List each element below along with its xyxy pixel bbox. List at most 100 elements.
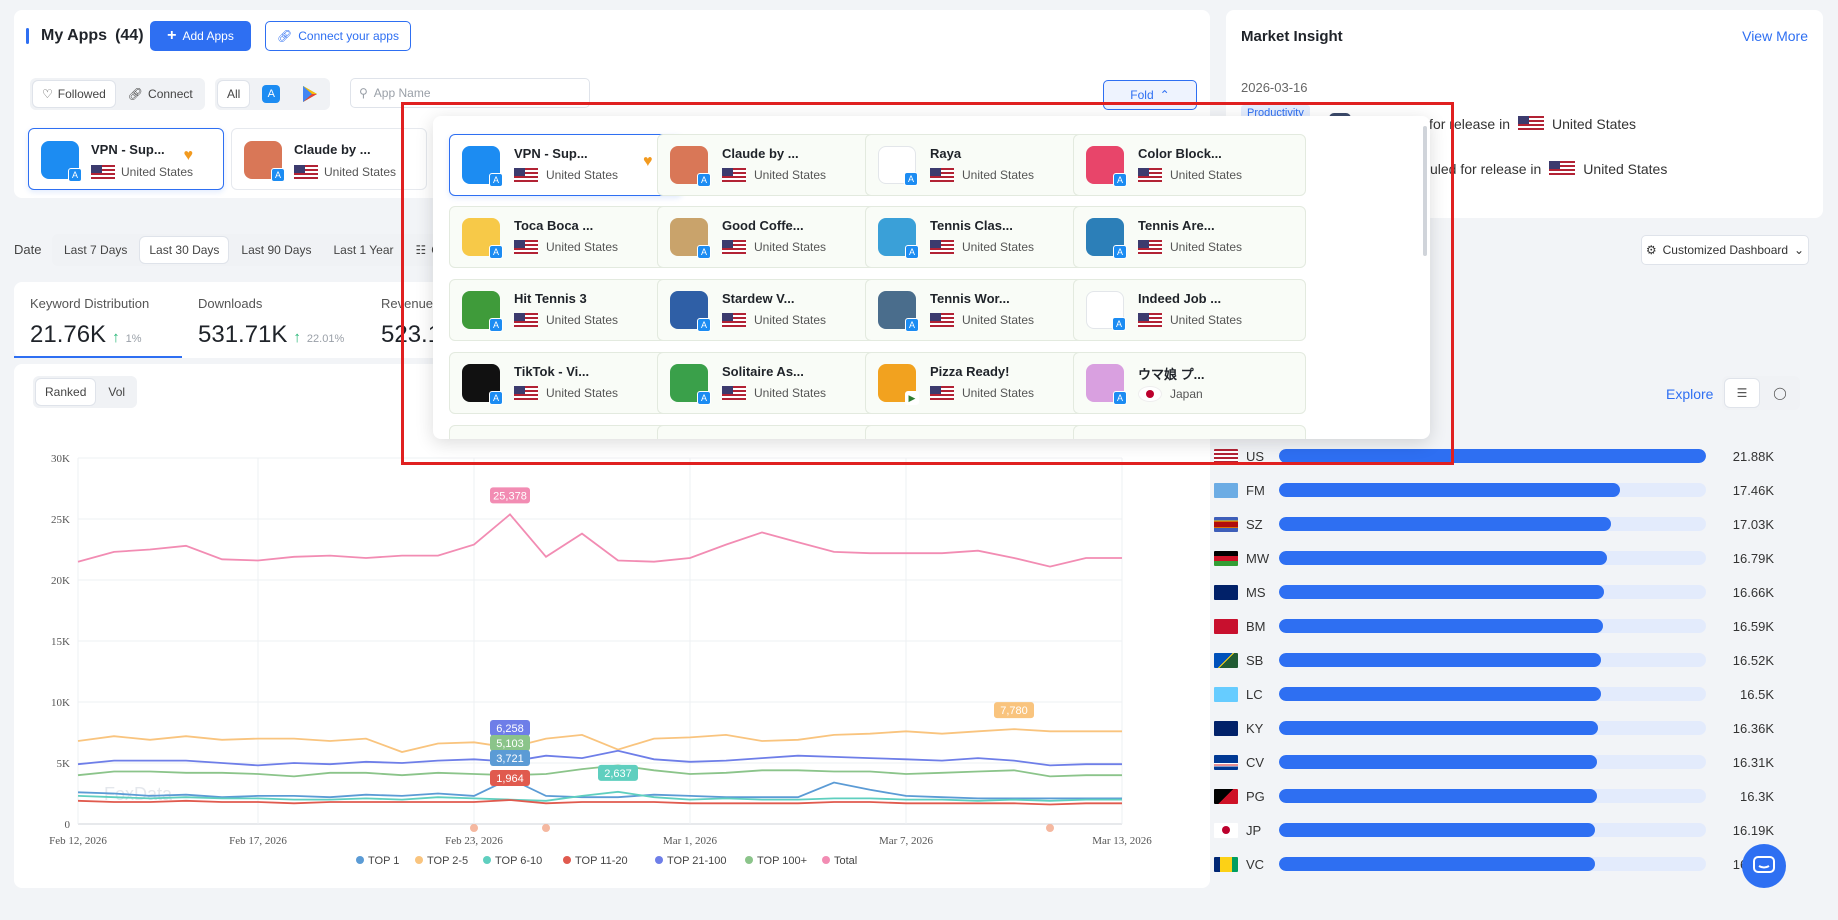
metric-value: 21.76K — [30, 321, 107, 348]
us-flag-icon — [514, 313, 538, 327]
dropdown-app-card[interactable]: A Raya United States — [865, 134, 1098, 196]
customized-dashboard-label: Customized Dashboard — [1662, 243, 1789, 257]
date-option[interactable]: Last 90 Days — [241, 243, 312, 257]
dropdown-app-card[interactable]: A Hit Tennis 3 United States — [449, 279, 682, 341]
country-row[interactable]: FM 17.46K — [1214, 481, 1774, 499]
dropdown-app-card[interactable]: A Color Block... United States — [1073, 134, 1306, 196]
country-row[interactable]: MW 16.79K — [1214, 549, 1774, 567]
platform-google-play[interactable] — [293, 81, 327, 107]
country-row[interactable]: SB 16.52K — [1214, 651, 1774, 669]
metric-label: Revenue — [381, 296, 434, 311]
insight-item[interactable]: uled for release in United States — [1430, 161, 1667, 177]
filter-followed[interactable]: ♡ Followed — [33, 81, 115, 107]
dropdown-scrollbar[interactable] — [1423, 126, 1427, 256]
fold-button[interactable]: Fold ⌃ — [1103, 80, 1197, 110]
platform-app-store[interactable]: A — [253, 81, 289, 107]
metric-revenue[interactable]: Revenue 523.1 — [365, 282, 533, 358]
date-option[interactable]: Last 1 Year — [333, 243, 394, 257]
country-value: 17.46K — [1732, 482, 1774, 498]
country-bar — [1279, 449, 1706, 463]
customized-dashboard-button[interactable]: ⚙ Customized Dashboard ⌄ — [1641, 235, 1809, 265]
vol-tab[interactable]: Vol — [108, 385, 126, 399]
country-code: BM — [1246, 618, 1266, 634]
country-value: 16.36K — [1732, 720, 1774, 736]
legend-marker — [483, 856, 491, 864]
us-flag-icon — [1138, 313, 1162, 327]
country-bar-track — [1279, 789, 1706, 803]
filter-connect[interactable]: 🔗︎ Connect — [119, 81, 202, 107]
connect-apps-button[interactable]: 🔗︎ Connect your apps — [265, 21, 411, 51]
metric-downloads[interactable]: Downloads 531.71K ↑ 22.01% — [182, 282, 372, 358]
app-country: United States — [514, 386, 618, 400]
value-badge — [994, 702, 1034, 719]
dropdown-app-card[interactable]: A Claude by ... United States — [657, 134, 890, 196]
country-bar — [1279, 551, 1607, 565]
app-card[interactable]: A Claude by ... United States — [231, 128, 427, 190]
platform-all[interactable]: All — [218, 81, 250, 107]
dropdown-app-card[interactable]: A Toca Boca ... United States — [449, 206, 682, 268]
dropdown-app-card[interactable] — [449, 425, 682, 439]
list-view-icon[interactable]: ☰ — [1725, 379, 1759, 407]
jp-flag-icon — [1138, 386, 1162, 402]
country-code: PG — [1246, 788, 1265, 804]
sb-flag-icon — [1214, 652, 1238, 668]
country-bar — [1279, 721, 1599, 735]
dropdown-app-card[interactable]: A TikTok - Vi... United States — [449, 352, 682, 414]
chat-support-button[interactable] — [1742, 844, 1786, 888]
dropdown-app-card[interactable]: A Tennis Are... United States — [1073, 206, 1306, 268]
dropdown-app-card[interactable] — [657, 425, 890, 439]
legend-marker — [822, 856, 830, 864]
date-option[interactable]: Last 7 Days — [64, 243, 128, 257]
y-tick-label: 10K — [51, 697, 70, 709]
dropdown-app-card[interactable] — [865, 425, 1098, 439]
metric-keyword-distribution[interactable]: Keyword Distribution 21.76K ↑ 1% — [14, 282, 182, 358]
dropdown-app-card[interactable]: A Tennis Wor... United States — [865, 279, 1098, 341]
favorite-heart-icon[interactable]: ♥ — [183, 147, 194, 164]
value-badge — [490, 770, 530, 786]
country-row[interactable]: LC 16.5K — [1214, 685, 1774, 703]
country-row[interactable]: MS 16.66K — [1214, 583, 1774, 601]
view-more-link[interactable]: View More — [1742, 28, 1808, 44]
country-row[interactable]: CV 16.31K — [1214, 753, 1774, 771]
app-icon: A — [462, 291, 503, 332]
country-bar-track — [1279, 721, 1706, 735]
country-row[interactable]: SZ 17.03K — [1214, 515, 1774, 533]
country-code: SZ — [1246, 516, 1263, 532]
country-row[interactable]: PG 16.3K — [1214, 787, 1774, 805]
country-row[interactable]: BM 16.59K — [1214, 617, 1774, 635]
country-bar — [1279, 483, 1620, 497]
us-flag-icon — [514, 386, 538, 400]
map-view-icon[interactable]: ◯ — [1773, 386, 1787, 400]
legend-label: TOP 21-100 — [667, 855, 727, 867]
dropdown-app-card[interactable]: A Good Coffe... United States — [657, 206, 890, 268]
country-row[interactable]: VC16.18K — [1214, 855, 1774, 873]
x-tick-label: Mar 7, 2026 — [879, 835, 934, 847]
app-country: United States — [514, 240, 618, 254]
country-row[interactable]: JP 16.19K — [1214, 821, 1774, 839]
value-badge-label: 25,378 — [493, 490, 527, 502]
dropdown-app-card[interactable]: A Tennis Clas... United States — [865, 206, 1098, 268]
date-option[interactable]: Last 30 Days — [140, 237, 229, 263]
dropdown-app-card[interactable]: A Stardew V... United States — [657, 279, 890, 341]
dropdown-app-card[interactable]: A Indeed Job ... United States — [1073, 279, 1306, 341]
explore-link[interactable]: Explore — [1666, 386, 1714, 402]
country-row[interactable]: US 21.88K — [1214, 447, 1774, 465]
favorite-heart-icon[interactable]: ♥ — [643, 153, 653, 170]
x-tick-label: Mar 13, 2026 — [1092, 835, 1152, 847]
pg-flag-icon — [1214, 788, 1238, 804]
app-country: United States — [722, 386, 826, 400]
dropdown-app-card[interactable]: A Solitaire As... United States — [657, 352, 890, 414]
dropdown-app-card[interactable]: A VPN - Sup... United States ♥ — [449, 134, 682, 196]
ranked-tab[interactable]: Ranked — [36, 379, 96, 405]
search-icon: ⚲ — [359, 86, 368, 100]
dropdown-app-card[interactable] — [1073, 425, 1306, 439]
app-card[interactable]: A VPN - Sup... United States ♥ — [28, 128, 224, 190]
dropdown-app-card[interactable]: ▶ Pizza Ready! United States — [865, 352, 1098, 414]
app-search-input[interactable]: ⚲ App Name — [350, 78, 590, 108]
add-apps-button[interactable]: + Add Apps — [150, 21, 251, 51]
google-play-badge-icon: ▶ — [905, 391, 919, 405]
dropdown-app-card[interactable]: A ウマ娘 プ... Japan — [1073, 352, 1306, 414]
country-row[interactable]: KY 16.36K — [1214, 719, 1774, 737]
app-store-badge-icon: A — [697, 173, 711, 187]
legend-label: TOP 11-20 — [575, 855, 628, 867]
